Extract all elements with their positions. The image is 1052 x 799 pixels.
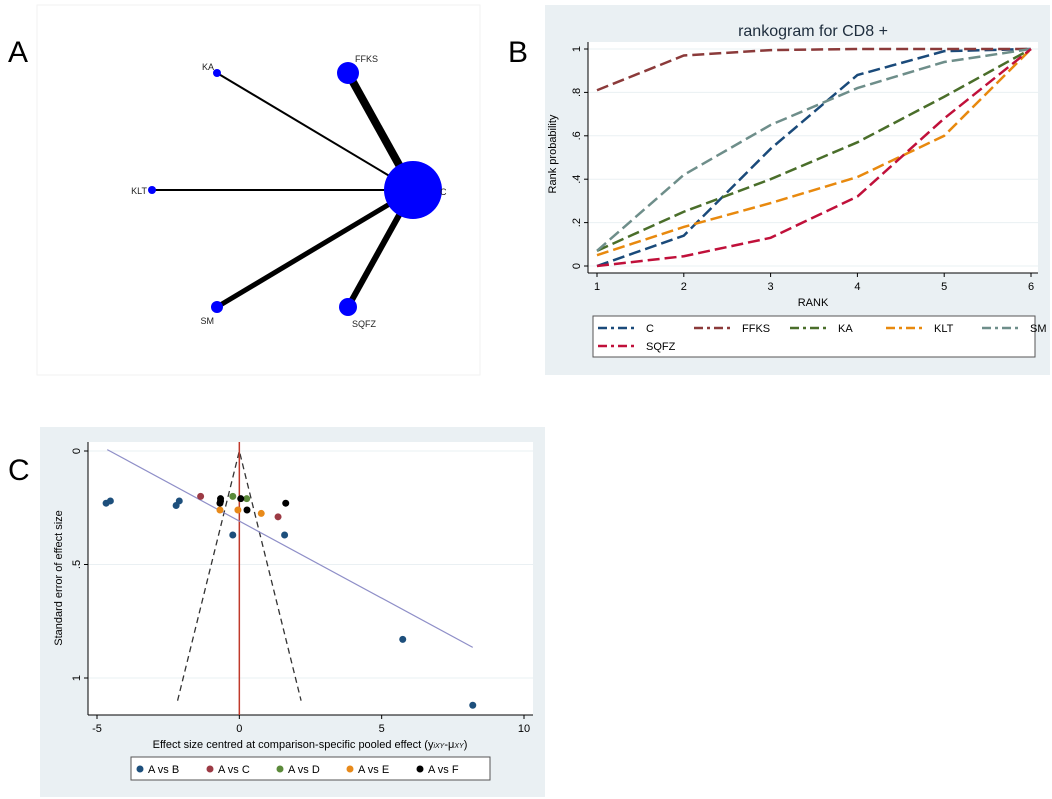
data-point-A-vs-F: [237, 495, 245, 503]
y-tick-label: .2: [571, 218, 583, 227]
y-tick-label: 0: [71, 448, 83, 454]
legend-label-SQFZ: SQFZ: [646, 341, 676, 353]
series-line-FFKS: [596, 47, 1031, 92]
y-axis-label: Standard error of effect size: [53, 510, 65, 646]
data-point-A-vs-F: [243, 506, 251, 514]
x-tick-label: 2: [681, 281, 687, 293]
legend-label-C: C: [646, 323, 654, 335]
y-tick-label: .6: [571, 131, 583, 140]
series-line-SQFZ: [596, 48, 1032, 268]
legend-label-KLT: KLT: [934, 323, 954, 335]
data-point-A-vs-C: [274, 513, 282, 521]
data-point-A-vs-F: [216, 499, 224, 507]
series-line-SM: [596, 47, 1032, 252]
data-point-A-vs-C: [197, 492, 205, 500]
panel-label-a: A: [8, 36, 28, 69]
edge-C-SM: [215, 187, 415, 310]
x-axis-label: Effect size centred at comparison-specif…: [153, 739, 468, 751]
legend-label-FFKS: FFKS: [742, 323, 770, 335]
data-point-A-vs-E: [257, 509, 265, 517]
y-tick-label: .8: [571, 88, 583, 97]
data-point-A-vs-D: [243, 495, 251, 503]
data-point-A-vs-B: [172, 501, 180, 509]
funnel-lines: [176, 450, 302, 701]
data-point-A-vs-F: [282, 499, 290, 507]
x-axis-label-part: Effect size centred at comparison-specif…: [153, 739, 434, 751]
x-tick-label: 1: [594, 281, 600, 293]
funnel-plot: 0 .5 1 -5 0 5 10 Effect size centred at compari…: [53, 442, 533, 781]
x-tick-label: 10: [518, 723, 530, 735]
series-line-KLT: [596, 48, 1032, 257]
series-line-C: [596, 47, 1032, 268]
legend-label-A-vs-D: A vs D: [288, 764, 320, 776]
legend: [592, 315, 1036, 358]
x-tick-label: 3: [768, 281, 774, 293]
legend-marker-A-vs-C: [206, 765, 214, 773]
network-plot: C FFKS KA KLT SM SQFZ: [131, 54, 447, 329]
x-axis-label-part: XY: [453, 743, 465, 750]
plot-area: [88, 442, 533, 715]
legend-label-A-vs-F: A vs F: [428, 764, 459, 776]
x-tick-label: 5: [941, 281, 947, 293]
data-point-A-vs-B: [281, 531, 289, 539]
data-point-A-vs-B: [399, 635, 407, 643]
x-tick-label: 0: [236, 723, 242, 735]
legend-label-KA: KA: [838, 323, 853, 335]
legend-marker-A-vs-F: [416, 765, 424, 773]
x-tick-label: 4: [854, 281, 860, 293]
edge-C-KA: [216, 72, 414, 191]
node-label-KA: KA: [202, 62, 214, 72]
legend-label-A-vs-B: A vs B: [148, 764, 179, 776]
rankogram-chart: rankogram for CD8 + 0 .2 .4 .6 .8 1 1 2 3 4 5 6 RANK R…: [547, 23, 1047, 358]
data-point-A-vs-B: [469, 701, 477, 709]
legend-marker-A-vs-D: [276, 765, 284, 773]
node-FFKS: [337, 62, 359, 84]
x-axis-label: RANK: [798, 297, 829, 309]
x-axis-label-part: ): [464, 739, 468, 751]
plot-area: [588, 42, 1038, 273]
legend: [130, 756, 491, 781]
y-tick-label: 1: [571, 46, 583, 52]
legend-label-A-vs-C: A vs C: [218, 764, 250, 776]
y-tick-label: 1: [71, 675, 83, 681]
node-KLT: [148, 186, 156, 194]
data-point-A-vs-B: [106, 497, 114, 505]
series-line-KA: [596, 47, 1032, 252]
x-axis-label-part: -μ: [444, 739, 454, 751]
data-point-A-vs-B: [229, 531, 237, 539]
x-axis-label-part: iXY: [433, 743, 445, 750]
data-point-A-vs-E: [234, 506, 242, 514]
node-C: [384, 161, 442, 219]
legend-label-SM: SM: [1030, 323, 1047, 335]
node-label-FFKS: FFKS: [355, 54, 378, 64]
y-tick-label: 0: [571, 263, 583, 269]
y-tick-label: .5: [71, 560, 83, 569]
chart-title: rankogram for CD8 +: [738, 23, 888, 40]
x-tick-label: 5: [379, 723, 385, 735]
data-point-A-vs-E: [216, 506, 224, 514]
panel-label-c: C: [8, 454, 30, 487]
node-SM: [211, 301, 223, 313]
data-point-A-vs-D: [229, 492, 237, 500]
node-label-SM: SM: [201, 316, 215, 326]
regression-line: [106, 449, 474, 648]
panel-label-b: B: [508, 36, 528, 69]
node-label-SQFZ: SQFZ: [352, 319, 377, 329]
x-tick-label: -5: [92, 723, 102, 735]
node-label-C: C: [440, 187, 447, 197]
legend-label-A-vs-E: A vs E: [358, 764, 389, 776]
x-tick-label: 6: [1028, 281, 1034, 293]
node-KA: [213, 69, 221, 77]
y-axis-label: Rank probability: [547, 114, 559, 193]
node-label-KLT: KLT: [131, 186, 147, 196]
node-SQFZ: [339, 298, 357, 316]
y-tick-label: .4: [571, 175, 583, 184]
legend-marker-A-vs-B: [136, 765, 144, 773]
legend-marker-A-vs-E: [346, 765, 354, 773]
